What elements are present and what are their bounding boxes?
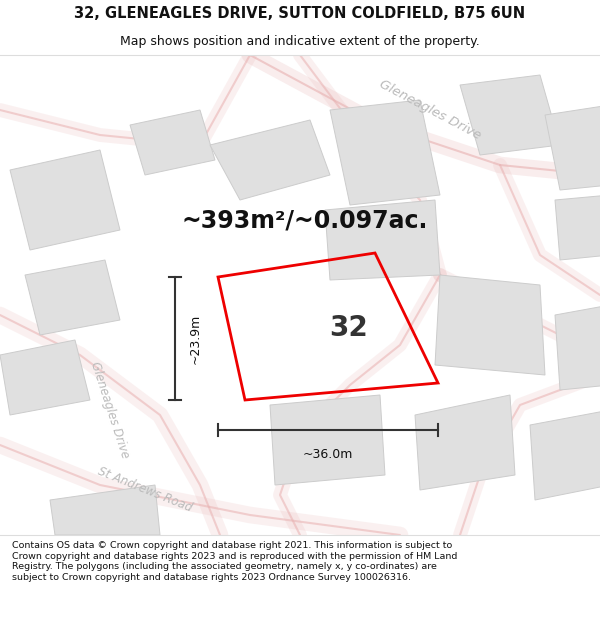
Polygon shape — [545, 105, 600, 190]
Text: ~393m²/~0.097ac.: ~393m²/~0.097ac. — [182, 208, 428, 232]
Polygon shape — [325, 200, 440, 280]
Polygon shape — [130, 110, 215, 175]
Polygon shape — [555, 305, 600, 390]
Polygon shape — [435, 275, 545, 375]
Text: ~23.9m: ~23.9m — [189, 313, 202, 364]
Text: ~36.0m: ~36.0m — [303, 448, 353, 461]
Polygon shape — [25, 260, 120, 335]
Text: Gleneagles Drive: Gleneagles Drive — [377, 78, 483, 142]
Text: St Andrews Road: St Andrews Road — [96, 465, 194, 515]
Polygon shape — [330, 100, 440, 205]
Polygon shape — [555, 195, 600, 260]
Text: 32, GLENEAGLES DRIVE, SUTTON COLDFIELD, B75 6UN: 32, GLENEAGLES DRIVE, SUTTON COLDFIELD, … — [74, 6, 526, 21]
Polygon shape — [460, 75, 560, 155]
Text: 32: 32 — [329, 314, 368, 342]
Text: Map shows position and indicative extent of the property.: Map shows position and indicative extent… — [120, 35, 480, 48]
Polygon shape — [270, 395, 385, 485]
Polygon shape — [0, 340, 90, 415]
Polygon shape — [50, 485, 160, 535]
Polygon shape — [10, 150, 120, 250]
Polygon shape — [415, 395, 515, 490]
Text: Contains OS data © Crown copyright and database right 2021. This information is : Contains OS data © Crown copyright and d… — [12, 541, 457, 581]
Polygon shape — [210, 120, 330, 200]
Polygon shape — [530, 410, 600, 500]
Text: Gleneagles Drive: Gleneagles Drive — [88, 360, 132, 460]
